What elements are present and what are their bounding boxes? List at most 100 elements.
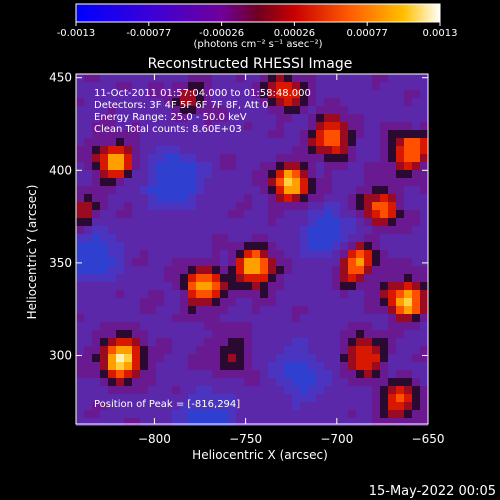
image-pixel bbox=[260, 170, 268, 178]
image-pixel bbox=[340, 306, 348, 314]
image-pixel bbox=[284, 394, 292, 402]
image-pixel bbox=[364, 258, 372, 266]
image-pixel bbox=[132, 298, 140, 306]
image-pixel bbox=[292, 178, 300, 186]
image-pixel bbox=[236, 394, 244, 402]
image-pixel bbox=[268, 218, 276, 226]
image-pixel bbox=[364, 218, 372, 226]
image-pixel bbox=[124, 306, 132, 314]
image-pixel bbox=[228, 378, 236, 386]
image-pixel bbox=[116, 202, 124, 210]
image-pixel bbox=[252, 394, 260, 402]
image-pixel bbox=[396, 282, 404, 290]
image-pixel bbox=[420, 250, 428, 258]
image-pixel bbox=[372, 418, 380, 426]
image-pixel bbox=[372, 202, 380, 210]
image-pixel bbox=[244, 282, 252, 290]
image-pixel bbox=[332, 130, 340, 138]
image-pixel bbox=[380, 178, 388, 186]
image-pixel bbox=[244, 90, 252, 98]
image-pixel bbox=[188, 98, 196, 106]
image-pixel bbox=[196, 410, 204, 418]
image-pixel bbox=[316, 202, 324, 210]
image-pixel bbox=[348, 242, 356, 250]
image-pixel bbox=[196, 274, 204, 282]
image-pixel bbox=[380, 266, 388, 274]
image-pixel bbox=[316, 82, 324, 90]
image-pixel bbox=[284, 306, 292, 314]
image-pixel bbox=[180, 162, 188, 170]
image-pixel bbox=[348, 266, 356, 274]
image-pixel bbox=[132, 162, 140, 170]
image-pixel bbox=[172, 266, 180, 274]
image-pixel bbox=[92, 90, 100, 98]
image-pixel bbox=[188, 82, 196, 90]
image-pixel bbox=[84, 346, 92, 354]
image-pixel bbox=[252, 266, 260, 274]
image-pixel bbox=[220, 282, 228, 290]
image-pixel bbox=[268, 298, 276, 306]
image-pixel bbox=[340, 106, 348, 114]
image-pixel bbox=[156, 354, 164, 362]
image-pixel bbox=[412, 354, 420, 362]
image-pixel bbox=[204, 122, 212, 130]
image-pixel bbox=[276, 210, 284, 218]
image-pixel bbox=[100, 74, 108, 82]
image-pixel bbox=[228, 210, 236, 218]
image-pixel bbox=[84, 322, 92, 330]
image-pixel bbox=[156, 146, 164, 154]
image-pixel bbox=[212, 226, 220, 234]
image-pixel bbox=[188, 138, 196, 146]
image-pixel bbox=[420, 394, 428, 402]
image-pixel bbox=[268, 394, 276, 402]
image-pixel bbox=[324, 266, 332, 274]
image-pixel bbox=[244, 418, 252, 426]
footer-date: 15-May-2022 00:05 bbox=[369, 484, 496, 499]
image-pixel bbox=[76, 370, 84, 378]
image-pixel bbox=[356, 242, 364, 250]
image-pixel bbox=[156, 98, 164, 106]
image-pixel bbox=[244, 378, 252, 386]
image-pixel bbox=[252, 154, 260, 162]
image-pixel bbox=[76, 314, 84, 322]
image-pixel bbox=[204, 154, 212, 162]
image-pixel bbox=[380, 250, 388, 258]
image-pixel bbox=[220, 154, 228, 162]
image-pixel bbox=[100, 298, 108, 306]
image-pixel bbox=[372, 114, 380, 122]
image-pixel bbox=[340, 162, 348, 170]
image-pixel bbox=[292, 146, 300, 154]
image-pixel bbox=[212, 274, 220, 282]
image-pixel bbox=[204, 90, 212, 98]
image-pixel bbox=[196, 194, 204, 202]
image-pixel bbox=[316, 298, 324, 306]
image-pixel bbox=[316, 106, 324, 114]
image-pixel bbox=[236, 282, 244, 290]
image-pixel bbox=[372, 130, 380, 138]
image-pixel bbox=[308, 330, 316, 338]
image-pixel bbox=[204, 378, 212, 386]
image-pixel bbox=[300, 314, 308, 322]
image-pixel bbox=[268, 258, 276, 266]
image-pixel bbox=[348, 98, 356, 106]
image-pixel bbox=[92, 202, 100, 210]
image-pixel bbox=[188, 226, 196, 234]
image-pixel bbox=[108, 418, 116, 426]
image-pixel bbox=[420, 130, 428, 138]
image-pixel bbox=[332, 418, 340, 426]
image-pixel bbox=[268, 282, 276, 290]
image-pixel bbox=[380, 242, 388, 250]
image-pixel bbox=[92, 386, 100, 394]
image-pixel bbox=[276, 266, 284, 274]
image-pixel bbox=[404, 418, 412, 426]
image-pixel bbox=[324, 106, 332, 114]
image-pixel bbox=[156, 218, 164, 226]
image-pixel bbox=[116, 210, 124, 218]
image-pixel bbox=[412, 418, 420, 426]
image-pixel bbox=[236, 322, 244, 330]
image-pixel bbox=[420, 106, 428, 114]
image-pixel bbox=[76, 82, 84, 90]
image-pixel bbox=[212, 106, 220, 114]
image-pixel bbox=[132, 154, 140, 162]
image-pixel bbox=[204, 402, 212, 410]
